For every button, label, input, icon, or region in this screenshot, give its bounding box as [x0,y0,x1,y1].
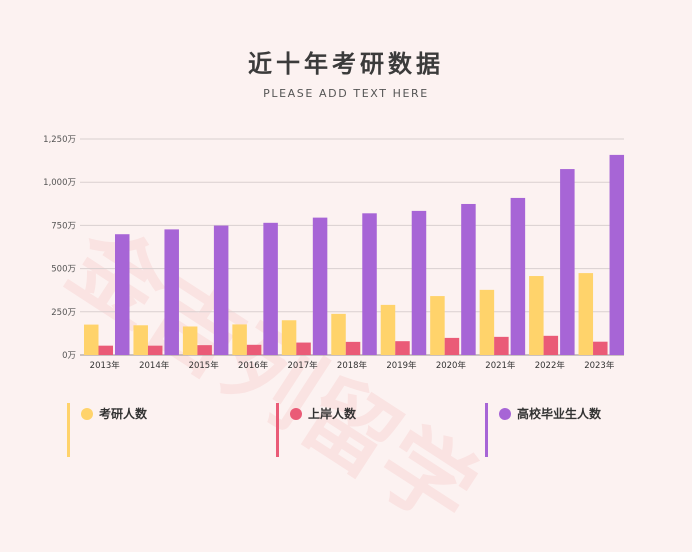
bar-shangan [296,342,311,355]
x-tick-label: 2013年 [90,360,121,371]
bar-shangan [147,345,163,355]
bar-kaoyan [84,324,99,355]
legend-dot-shangan [290,408,302,420]
bar-graduates [411,210,427,355]
x-tick-label: 2021年 [485,360,516,371]
bar-graduates [362,213,377,355]
bar-shangan [246,344,262,355]
bar-shangan [345,341,361,355]
chart-title: 近十年考研数据 [248,50,444,78]
legend-dot-kaoyan [81,408,93,420]
bar-kaoyan [133,325,148,355]
x-tick-label: 2014年 [139,360,170,371]
chart-subtitle: PLEASE ADD TEXT HERE [263,87,429,100]
x-tick-label: 2017年 [287,360,318,371]
bar-graduates [609,154,625,355]
x-tick-label: 2018年 [337,360,368,371]
y-tick-label: 500万 [51,265,76,275]
bar-graduates [510,197,526,355]
y-tick-label: 250万 [51,308,76,318]
bar-kaoyan [430,296,445,355]
x-tick-label: 2022年 [535,360,566,371]
y-tick-label: 1,250万 [43,135,76,145]
bar-kaoyan [380,304,396,355]
bar-kaoyan [578,273,594,355]
bar-shangan [543,335,559,355]
bar-shangan [494,336,509,355]
bar-graduates [560,169,575,355]
legend-label-shangan: 上岸人数 [308,407,357,421]
bar-kaoyan [529,276,544,355]
legend-label-graduates: 高校毕业生人数 [517,407,602,421]
legend-label-kaoyan: 考研人数 [99,407,148,421]
bar-kaoyan [281,320,297,355]
x-tick-label: 2020年 [436,360,467,371]
bar-kaoyan [182,326,198,355]
y-tick-label: 1,000万 [43,178,76,188]
bar-graduates [263,222,278,355]
x-tick-label: 2019年 [386,360,417,371]
x-tick-label: 2016年 [238,360,269,371]
bar-chart: 0万 250万 500万 750万 1,000万 1,250万 2013年 2014年 2015… [43,135,625,371]
bar-graduates [115,234,130,355]
bar-shangan [197,345,212,355]
y-tick-label: 750万 [51,221,76,231]
bar-shangan [444,337,460,355]
bar-shangan [98,345,113,355]
x-tick-label: 2023年 [584,360,615,371]
bar-kaoyan [479,289,495,355]
y-tick-label: 0万 [62,351,76,361]
bar-graduates [312,217,328,355]
bar-shangan [593,341,608,355]
legend-dot-graduates [499,408,511,420]
x-tick-label: 2015年 [189,360,220,371]
legend-line-graduates [485,403,488,457]
bar-kaoyan [331,313,346,355]
bar-graduates [213,225,229,355]
bar-graduates [461,203,476,355]
bar-shangan [395,341,410,355]
legend-line-kaoyan [67,403,70,457]
bar-graduates [164,229,179,355]
bar-kaoyan [232,324,247,355]
legend-line-shangan [276,403,279,457]
